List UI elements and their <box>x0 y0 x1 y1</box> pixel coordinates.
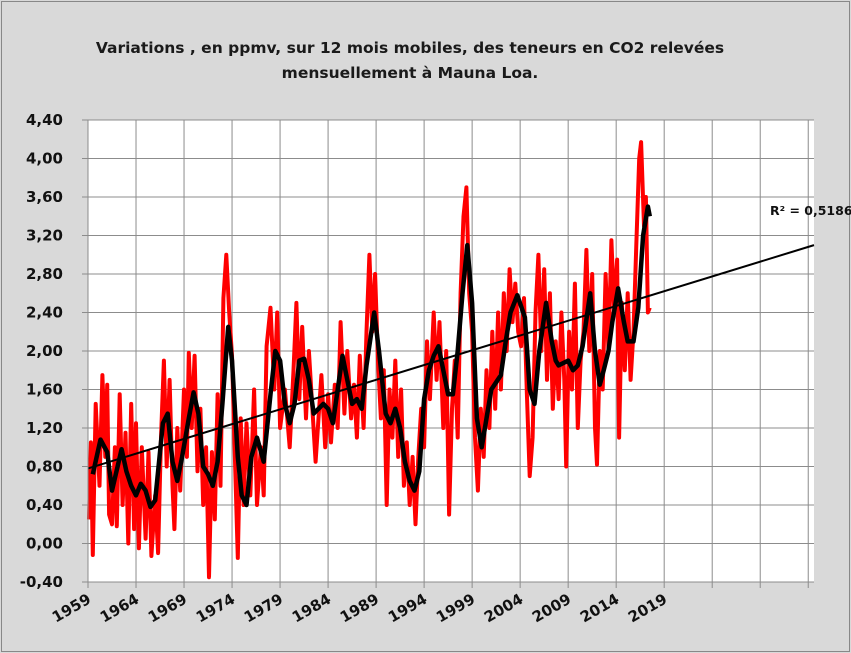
y-tick-label: 2,00 <box>26 342 63 360</box>
x-tick-label: 2009 <box>529 590 574 626</box>
y-tick-label: 0,80 <box>26 458 63 476</box>
r-squared-label: R² = 0,5186 <box>770 203 851 218</box>
chart-title-line-1: Variations , en ppmv, sur 12 mois mobile… <box>96 39 724 57</box>
x-tick-label: 1994 <box>385 590 430 626</box>
x-tick-label: 2014 <box>577 590 622 626</box>
x-tick-label: 1974 <box>193 590 238 626</box>
chart-title-line-2: mensuellement à Mauna Loa. <box>282 64 539 82</box>
linear-trendline <box>87 244 815 470</box>
x-tick-label: 2019 <box>625 590 670 626</box>
smoothed-variation-line <box>90 204 653 510</box>
y-tick-label: 0,40 <box>26 496 63 514</box>
y-tick-label: 1,60 <box>26 381 63 399</box>
y-tick-label: 4,00 <box>26 150 63 168</box>
y-tick-label: 1,20 <box>26 419 63 437</box>
y-tick-label: 2,80 <box>26 265 63 283</box>
y-tick-label: 3,60 <box>26 188 63 206</box>
y-tick-label: 2,40 <box>26 304 63 322</box>
x-tick-label: 1964 <box>97 590 142 626</box>
x-tick-label: 2004 <box>481 590 526 626</box>
y-tick-label: 3,20 <box>26 227 63 245</box>
x-tick-label: 1989 <box>337 590 382 626</box>
y-tick-label: 0,00 <box>26 535 63 553</box>
x-tick-label: 1959 <box>49 590 94 626</box>
y-tick-label: -0,40 <box>20 573 63 591</box>
x-tick-label: 1969 <box>145 590 190 626</box>
y-tick-label: 4,40 <box>26 111 63 129</box>
x-tick-label: 1984 <box>289 590 334 626</box>
x-tick-label: 1979 <box>241 590 286 626</box>
x-tick-label: 1999 <box>433 590 478 626</box>
